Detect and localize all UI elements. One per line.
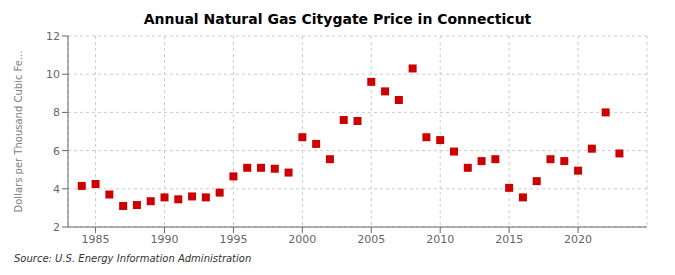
svg-text:4: 4 xyxy=(53,183,60,196)
svg-text:2020: 2020 xyxy=(564,233,592,246)
svg-text:10: 10 xyxy=(46,68,60,81)
svg-text:1995: 1995 xyxy=(219,233,247,246)
html-text:Source: U.S. Energy Informatio: Source: U.S. Energy Information Administ… xyxy=(14,253,252,264)
svg-text:12: 12 xyxy=(46,30,60,43)
svg-text:2: 2 xyxy=(53,221,60,234)
svg-text:1990: 1990 xyxy=(151,233,179,246)
svg-text:2015: 2015 xyxy=(495,233,523,246)
svg-text:2000: 2000 xyxy=(288,233,316,246)
svg-text:Dollars per Thousand Cubic Fe.: Dollars per Thousand Cubic Fe... xyxy=(13,51,24,213)
svg-text:2010: 2010 xyxy=(426,233,454,246)
svg-text:8: 8 xyxy=(53,106,60,119)
svg-text:1985: 1985 xyxy=(82,233,110,246)
html-text:Annual Natural Gas Citygate Pr: Annual Natural Gas Citygate Price in Con… xyxy=(143,11,532,27)
svg-text:2005: 2005 xyxy=(357,233,385,246)
svg-text:6: 6 xyxy=(53,145,60,158)
